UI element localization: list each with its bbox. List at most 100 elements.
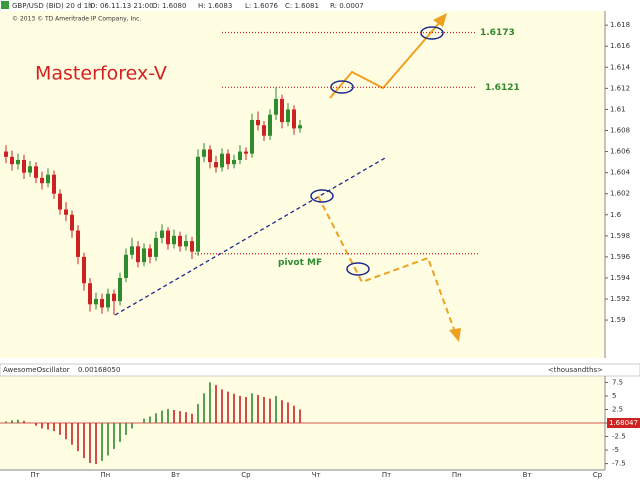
y-tick-label: 1.612	[610, 84, 630, 92]
candle-body	[88, 283, 92, 305]
candle-body	[250, 119, 254, 154]
candle-body	[136, 246, 140, 263]
osc-bar	[131, 423, 133, 429]
osc-bar	[245, 397, 247, 423]
x-tick-label: Ср	[593, 471, 603, 479]
candle-body	[130, 246, 134, 255]
arrow-head	[449, 328, 461, 342]
candle-body	[112, 293, 116, 302]
osc-bar	[101, 423, 103, 461]
candle-body	[244, 151, 248, 154]
header-field: GBP/USD (BID) 20 d 1h	[12, 2, 93, 10]
candle-body	[262, 125, 266, 136]
last-value-label: 1.68047	[609, 419, 638, 427]
osc-bar	[161, 410, 163, 423]
header-field: H: 1.6083	[198, 2, 232, 10]
osc-bar	[257, 394, 259, 423]
osc-bar	[227, 391, 229, 423]
header-field: C: 1.6081	[285, 2, 319, 10]
candle-body	[202, 149, 206, 157]
osc-bar	[269, 398, 271, 423]
y-tick-label: 1.602	[610, 190, 630, 198]
osc-bar	[95, 423, 97, 465]
osc-bar	[83, 423, 85, 459]
osc-bar	[65, 423, 67, 440]
time-axis-bg	[0, 470, 640, 480]
osc-bar	[179, 411, 181, 423]
y-tick-label: 1.61	[610, 105, 626, 113]
x-tick-label: Вт	[523, 471, 532, 479]
candle-body	[298, 125, 302, 129]
osc-bar	[233, 393, 235, 423]
level-label: 1.6121	[485, 83, 520, 93]
forecast-up	[329, 21, 441, 99]
candle-body	[70, 214, 74, 231]
y-tick-label: -7.5	[612, 460, 626, 468]
osc-bar	[293, 405, 295, 423]
osc-bar	[59, 423, 61, 435]
separator	[0, 358, 640, 364]
y-tick-label: 1.592	[610, 295, 630, 303]
osc-bar	[185, 412, 187, 423]
y-tick-label: 5	[612, 392, 616, 400]
osc-bar	[23, 420, 25, 423]
osc-bar	[191, 413, 193, 423]
candle-body	[118, 277, 122, 302]
candle-body	[34, 166, 38, 178]
candle-body	[172, 235, 176, 245]
candle-body	[160, 230, 164, 238]
osc-header-bar	[0, 363, 640, 377]
candle-body	[268, 114, 272, 136]
candle-body	[10, 156, 14, 165]
osc-bar	[287, 402, 289, 423]
candle-body	[28, 166, 32, 173]
level-label: 1.6173	[480, 28, 515, 38]
candle-body	[142, 248, 146, 263]
osc-bar	[17, 419, 19, 423]
osc-bar	[215, 385, 217, 423]
last-value-box	[607, 418, 640, 428]
candle-body	[280, 98, 284, 123]
candle-body	[238, 151, 242, 160]
y-tick-label: 2.5	[612, 405, 623, 413]
candle-body	[52, 174, 56, 194]
candle-body	[178, 235, 182, 247]
y-tick-label: 1.616	[610, 42, 631, 50]
x-tick-label: Пт	[382, 471, 391, 479]
candle-body	[196, 156, 200, 252]
osc-bar	[53, 423, 55, 432]
candle-body	[82, 256, 86, 284]
osc-bar	[125, 423, 127, 435]
app-icon	[1, 1, 9, 9]
osc-bar	[149, 416, 151, 423]
y-tick-label: 7.5	[612, 378, 623, 386]
candle-body	[4, 151, 8, 157]
y-tick-label: 1.596	[610, 253, 631, 261]
osc-bar	[251, 393, 253, 423]
osc-bar	[11, 420, 13, 423]
osc-bar	[239, 395, 241, 423]
osc-bar	[107, 423, 109, 456]
candle-body	[100, 299, 104, 308]
trendline	[114, 157, 386, 316]
osc-bar	[89, 423, 91, 464]
candle-body	[208, 149, 212, 163]
y-tick-label: 1.604	[610, 169, 631, 177]
osc-bar	[275, 395, 277, 423]
arrow-head	[433, 13, 447, 27]
candle-body	[58, 193, 62, 210]
osc-bar	[47, 423, 49, 430]
candle-body	[256, 119, 260, 126]
osc-bar	[41, 423, 43, 429]
y-tick-label: 1.594	[610, 274, 631, 282]
candle-body	[286, 109, 290, 123]
candle-body	[46, 174, 50, 184]
osc-bar	[281, 400, 283, 423]
candle-body	[148, 248, 152, 257]
marker-ellipse	[310, 189, 334, 203]
osc-bar	[167, 408, 169, 423]
osc-readout: 0.0016805	[78, 366, 116, 374]
y-tick-label: 1.608	[610, 126, 630, 134]
candle-body	[106, 293, 110, 308]
